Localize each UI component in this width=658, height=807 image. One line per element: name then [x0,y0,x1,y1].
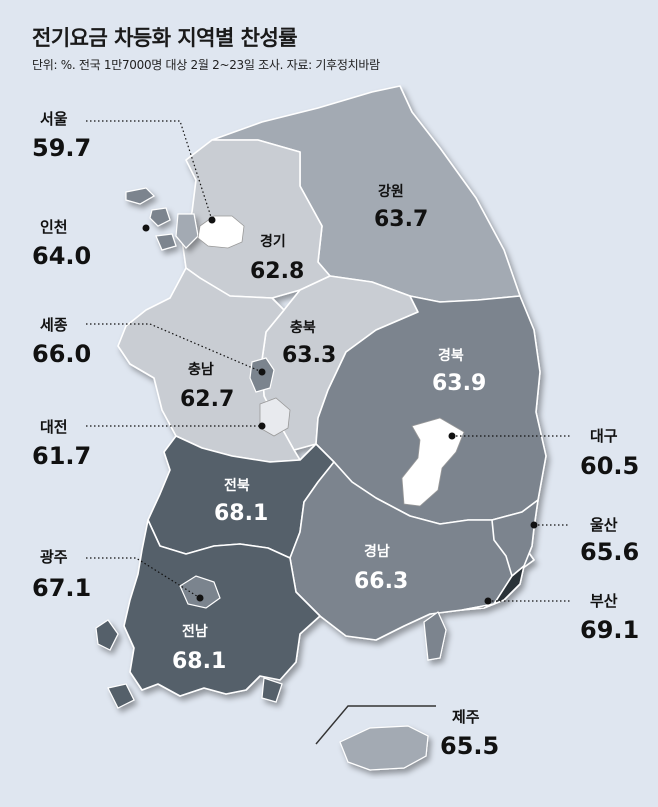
label-gyeonggi-value: 62.8 [250,259,304,284]
label-jeonnam-name: 전남 [182,623,208,640]
region-seoul [197,215,245,249]
label-sejong-name: 세종 [40,316,68,334]
label-gyeonggi-name: 경기 [260,233,286,250]
label-daegu-value: 60.5 [580,452,639,480]
label-incheon-name: 인천 [40,218,68,236]
page-title: 전기요금 차등화 지역별 찬성률 [32,26,298,50]
label-jeju-value: 65.5 [440,732,499,760]
page-subtitle: 단위: %. 전국 1만7000명 대상 2월 2~23일 조사. 자료: 기후… [32,58,380,72]
region-gwangju [179,575,221,609]
label-chungnam-value: 62.7 [180,387,234,412]
southern-islands [95,611,447,709]
label-daejeon-name: 대전 [40,418,68,436]
label-gwangju-name: 광주 [40,548,68,566]
label-gangwon-name: 강원 [378,183,404,200]
label-ulsan-name: 울산 [590,516,618,534]
leader-lines [86,120,570,605]
label-chungbuk-value: 63.3 [282,343,336,368]
region-daegu [401,417,465,507]
label-daegu-name: 대구 [590,427,618,445]
label-gyeongnam-name: 경남 [364,543,390,560]
label-seoul-name: 서울 [40,110,68,128]
jeju-inset-frame [315,705,436,745]
label-gwangju-value: 67.1 [32,574,91,602]
label-jeonnam-value: 68.1 [172,649,226,674]
label-incheon-value: 64.0 [32,242,91,270]
label-gyeongbuk-value: 63.9 [432,371,486,396]
region-jeonnam [123,519,321,697]
label-busan-name: 부산 [590,592,618,610]
label-jeonbuk-name: 전북 [224,477,250,494]
label-gyeongnam-value: 66.3 [354,569,408,594]
label-seoul-value: 59.7 [32,134,91,162]
label-jeju-name: 제주 [452,708,480,726]
label-sejong-value: 66.0 [32,340,91,368]
label-gyeongbuk-name: 경북 [438,347,464,364]
label-busan-value: 69.1 [580,616,639,644]
region-busan [461,565,525,611]
label-jeonbuk-value: 68.1 [214,501,268,526]
label-daejeon-value: 61.7 [32,442,91,470]
label-chungbuk-name: 충북 [290,320,316,336]
incheon-islands [125,187,199,251]
label-gangwon-value: 63.7 [374,207,428,232]
region-ulsan [491,499,539,577]
label-chungnam-name: 충남 [188,361,214,378]
region-jeju [339,725,429,771]
label-ulsan-value: 65.6 [580,538,639,566]
